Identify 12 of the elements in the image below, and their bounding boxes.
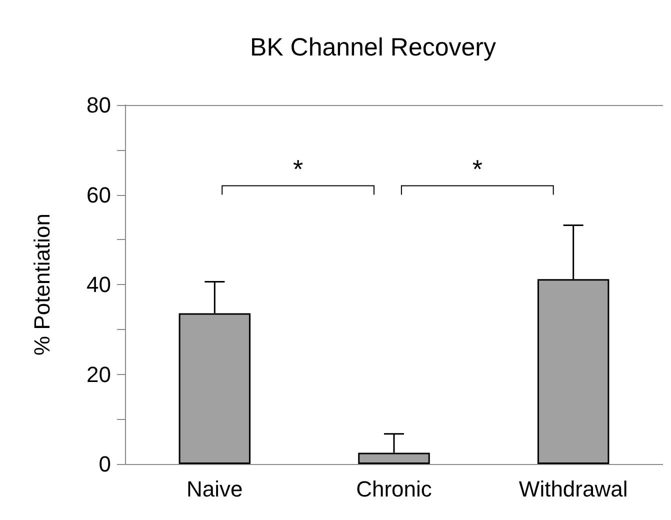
x-tick-label: Chronic: [356, 476, 432, 502]
y-tick-label: 40: [86, 272, 111, 297]
y-tick-label: 0: [98, 452, 111, 476]
y-axis-title: % Potentiation: [30, 214, 54, 356]
annotation: *: [472, 154, 482, 184]
annotation: *: [292, 154, 304, 184]
x-tick-label: Naive: [186, 476, 243, 502]
y-tick-label: 60: [86, 182, 111, 208]
chart-title: BK Channel Recovery: [250, 34, 496, 62]
x-tick-label: Withdrawal: [518, 476, 628, 502]
y-tick-label: 20: [86, 362, 111, 387]
y-tick-label: 80: [86, 92, 111, 118]
